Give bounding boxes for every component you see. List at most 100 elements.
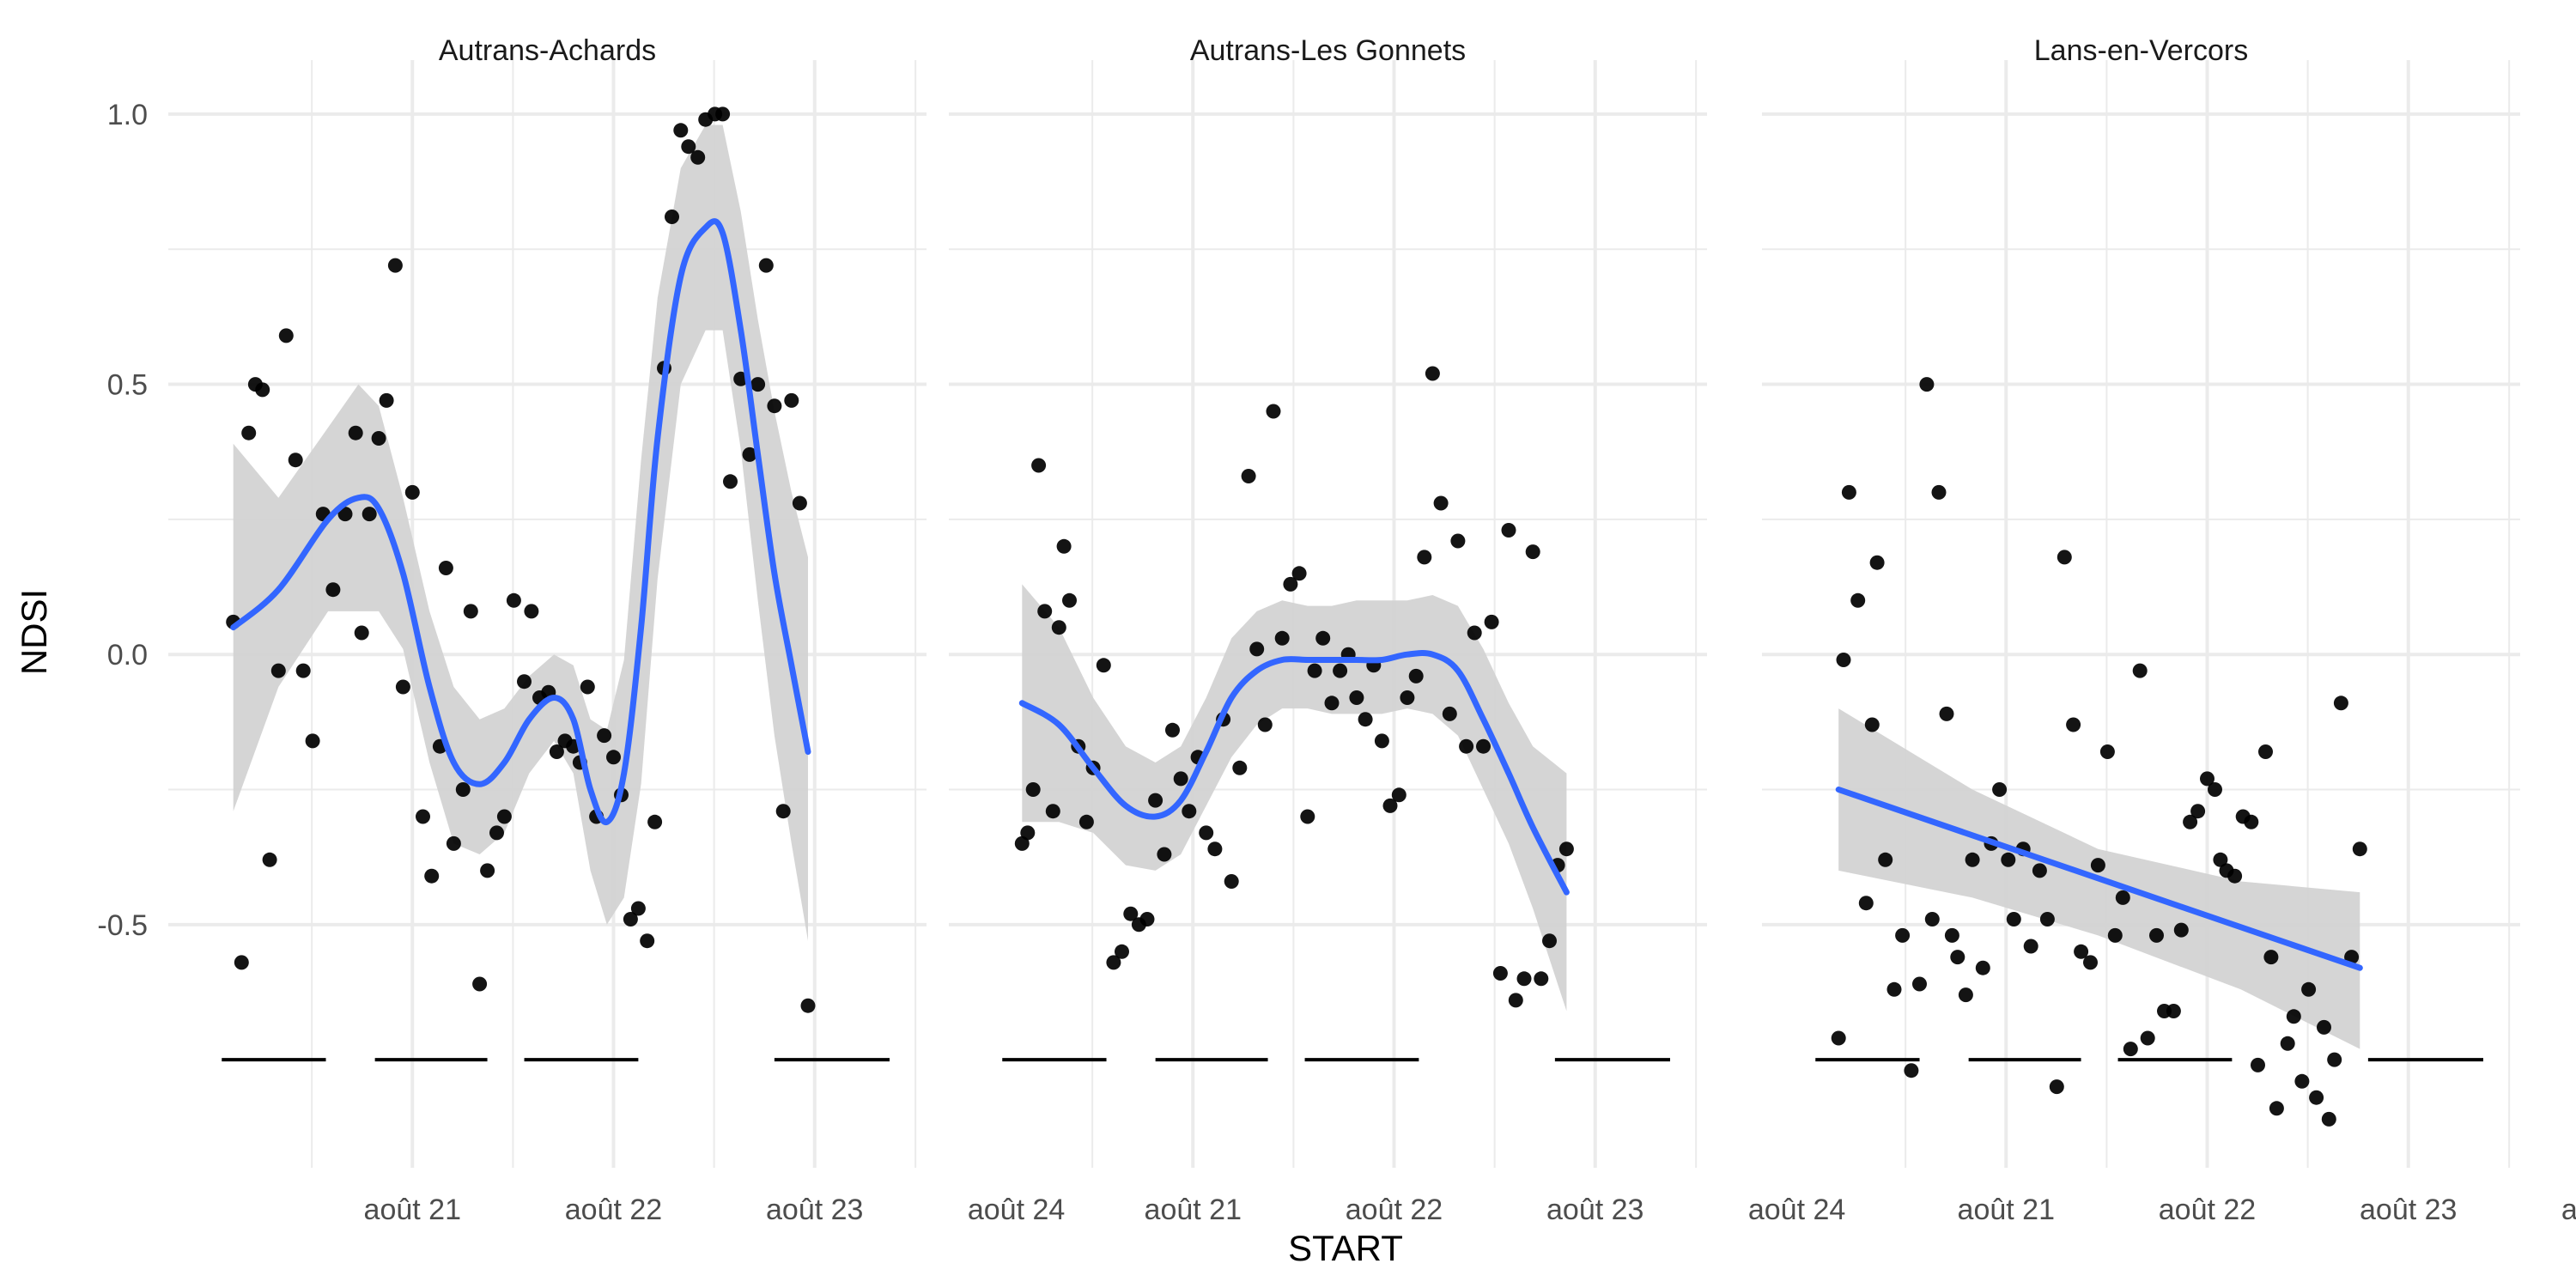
data-point (1459, 738, 1474, 754)
data-point (1374, 733, 1389, 749)
facet-panel: Autrans-Les Gonnets août 21 août 22 août 23… (949, 34, 1845, 1226)
data-point (2183, 814, 2198, 829)
data-point (1433, 495, 1449, 511)
data-point (1467, 625, 1482, 641)
facet-panel: Autrans-Achards août 21 août 22 août 23 août… (168, 34, 1065, 1226)
data-point (1096, 658, 1111, 673)
data-point (1931, 484, 1947, 500)
data-point (2001, 852, 2016, 867)
data-point (1249, 641, 1265, 657)
data-point (2251, 1057, 2265, 1072)
data-point (2090, 858, 2105, 873)
confidence-ribbon (233, 125, 808, 941)
data-point (1123, 906, 1139, 921)
data-point (2115, 890, 2130, 905)
data-point (715, 106, 731, 122)
data-point (1051, 620, 1066, 635)
data-point (2166, 1004, 2181, 1018)
x-tick-label: août 22 (565, 1194, 662, 1226)
data-point (1300, 809, 1315, 824)
data-point (517, 674, 532, 690)
data-point (1291, 566, 1307, 581)
data-point (673, 123, 689, 138)
data-point (1391, 787, 1406, 803)
data-point (295, 663, 311, 678)
data-point (1307, 663, 1322, 678)
confidence-ribbon (1022, 584, 1567, 1012)
data-point (1182, 804, 1197, 819)
data-point (489, 825, 504, 841)
data-point (234, 955, 249, 970)
data-point (2269, 1101, 2284, 1116)
data-point (1886, 981, 1902, 997)
x-tick-label: août 21 (1958, 1194, 2055, 1226)
data-point (640, 933, 655, 949)
x-tick-label: août 23 (766, 1194, 863, 1226)
data-point (1939, 706, 1954, 721)
y-axis: -0.5 0.0 0.5 1.0 (97, 99, 148, 942)
data-point (2006, 912, 2021, 927)
data-point (506, 592, 521, 608)
data-point (2294, 1073, 2310, 1089)
data-point (2321, 1111, 2336, 1127)
data-point (1878, 852, 1893, 867)
data-point (1476, 738, 1491, 754)
data-point (1965, 852, 1980, 867)
data-point (2099, 744, 2115, 759)
data-point (1241, 469, 1256, 483)
panels-layer: Autrans-Achards août 21 août 22 août 23 août… (168, 34, 2576, 1226)
data-point (1382, 798, 1398, 813)
data-point (767, 398, 782, 414)
data-point (1056, 538, 1072, 554)
data-point (1139, 912, 1155, 927)
data-point (262, 852, 277, 867)
data-point (549, 744, 564, 759)
facet-panel: Lans-en-Vercors août 21 août 22 août 23 août… (1762, 34, 2576, 1226)
data-point (2309, 1090, 2324, 1105)
y-tick-label: 0.5 (107, 369, 148, 402)
data-point (1115, 944, 1129, 959)
data-point (1031, 458, 1047, 473)
data-point (2066, 717, 2081, 732)
data-point (524, 604, 539, 619)
data-point (2039, 912, 2055, 927)
data-point (1020, 825, 1036, 841)
x-tick-label: août 24 (2561, 1194, 2576, 1226)
data-point (337, 507, 353, 522)
data-point (387, 258, 403, 273)
data-point (690, 149, 706, 165)
x-tick-label: août 24 (968, 1194, 1065, 1226)
data-point (723, 474, 738, 489)
data-point (1944, 927, 1959, 943)
data-point (2333, 696, 2348, 711)
data-point (630, 901, 646, 916)
data-point (1919, 377, 1935, 392)
data-point (371, 431, 386, 446)
data-point (800, 998, 816, 1013)
data-point (424, 868, 440, 884)
data-point (270, 663, 286, 678)
data-point (1349, 690, 1364, 705)
data-point (2140, 1030, 2155, 1046)
y-tick-label: 1.0 (107, 99, 148, 131)
data-point (2301, 981, 2317, 997)
data-point (1904, 1063, 1919, 1078)
data-point (446, 835, 461, 851)
y-tick-label: -0.5 (97, 909, 148, 942)
y-tick-label: 0.0 (107, 639, 148, 671)
data-point (1850, 592, 1866, 608)
data-point (2190, 804, 2206, 819)
data-point (1841, 484, 1856, 500)
data-point (1283, 576, 1298, 592)
data-point (1165, 722, 1180, 738)
data-point (278, 328, 294, 343)
data-point (2200, 771, 2215, 787)
data-point (623, 912, 638, 927)
x-tick-label: août 21 (1145, 1194, 1242, 1226)
data-point (305, 733, 320, 749)
data-point (1106, 955, 1121, 970)
data-point (647, 814, 663, 829)
data-point (580, 679, 595, 695)
data-point (1417, 550, 1432, 565)
